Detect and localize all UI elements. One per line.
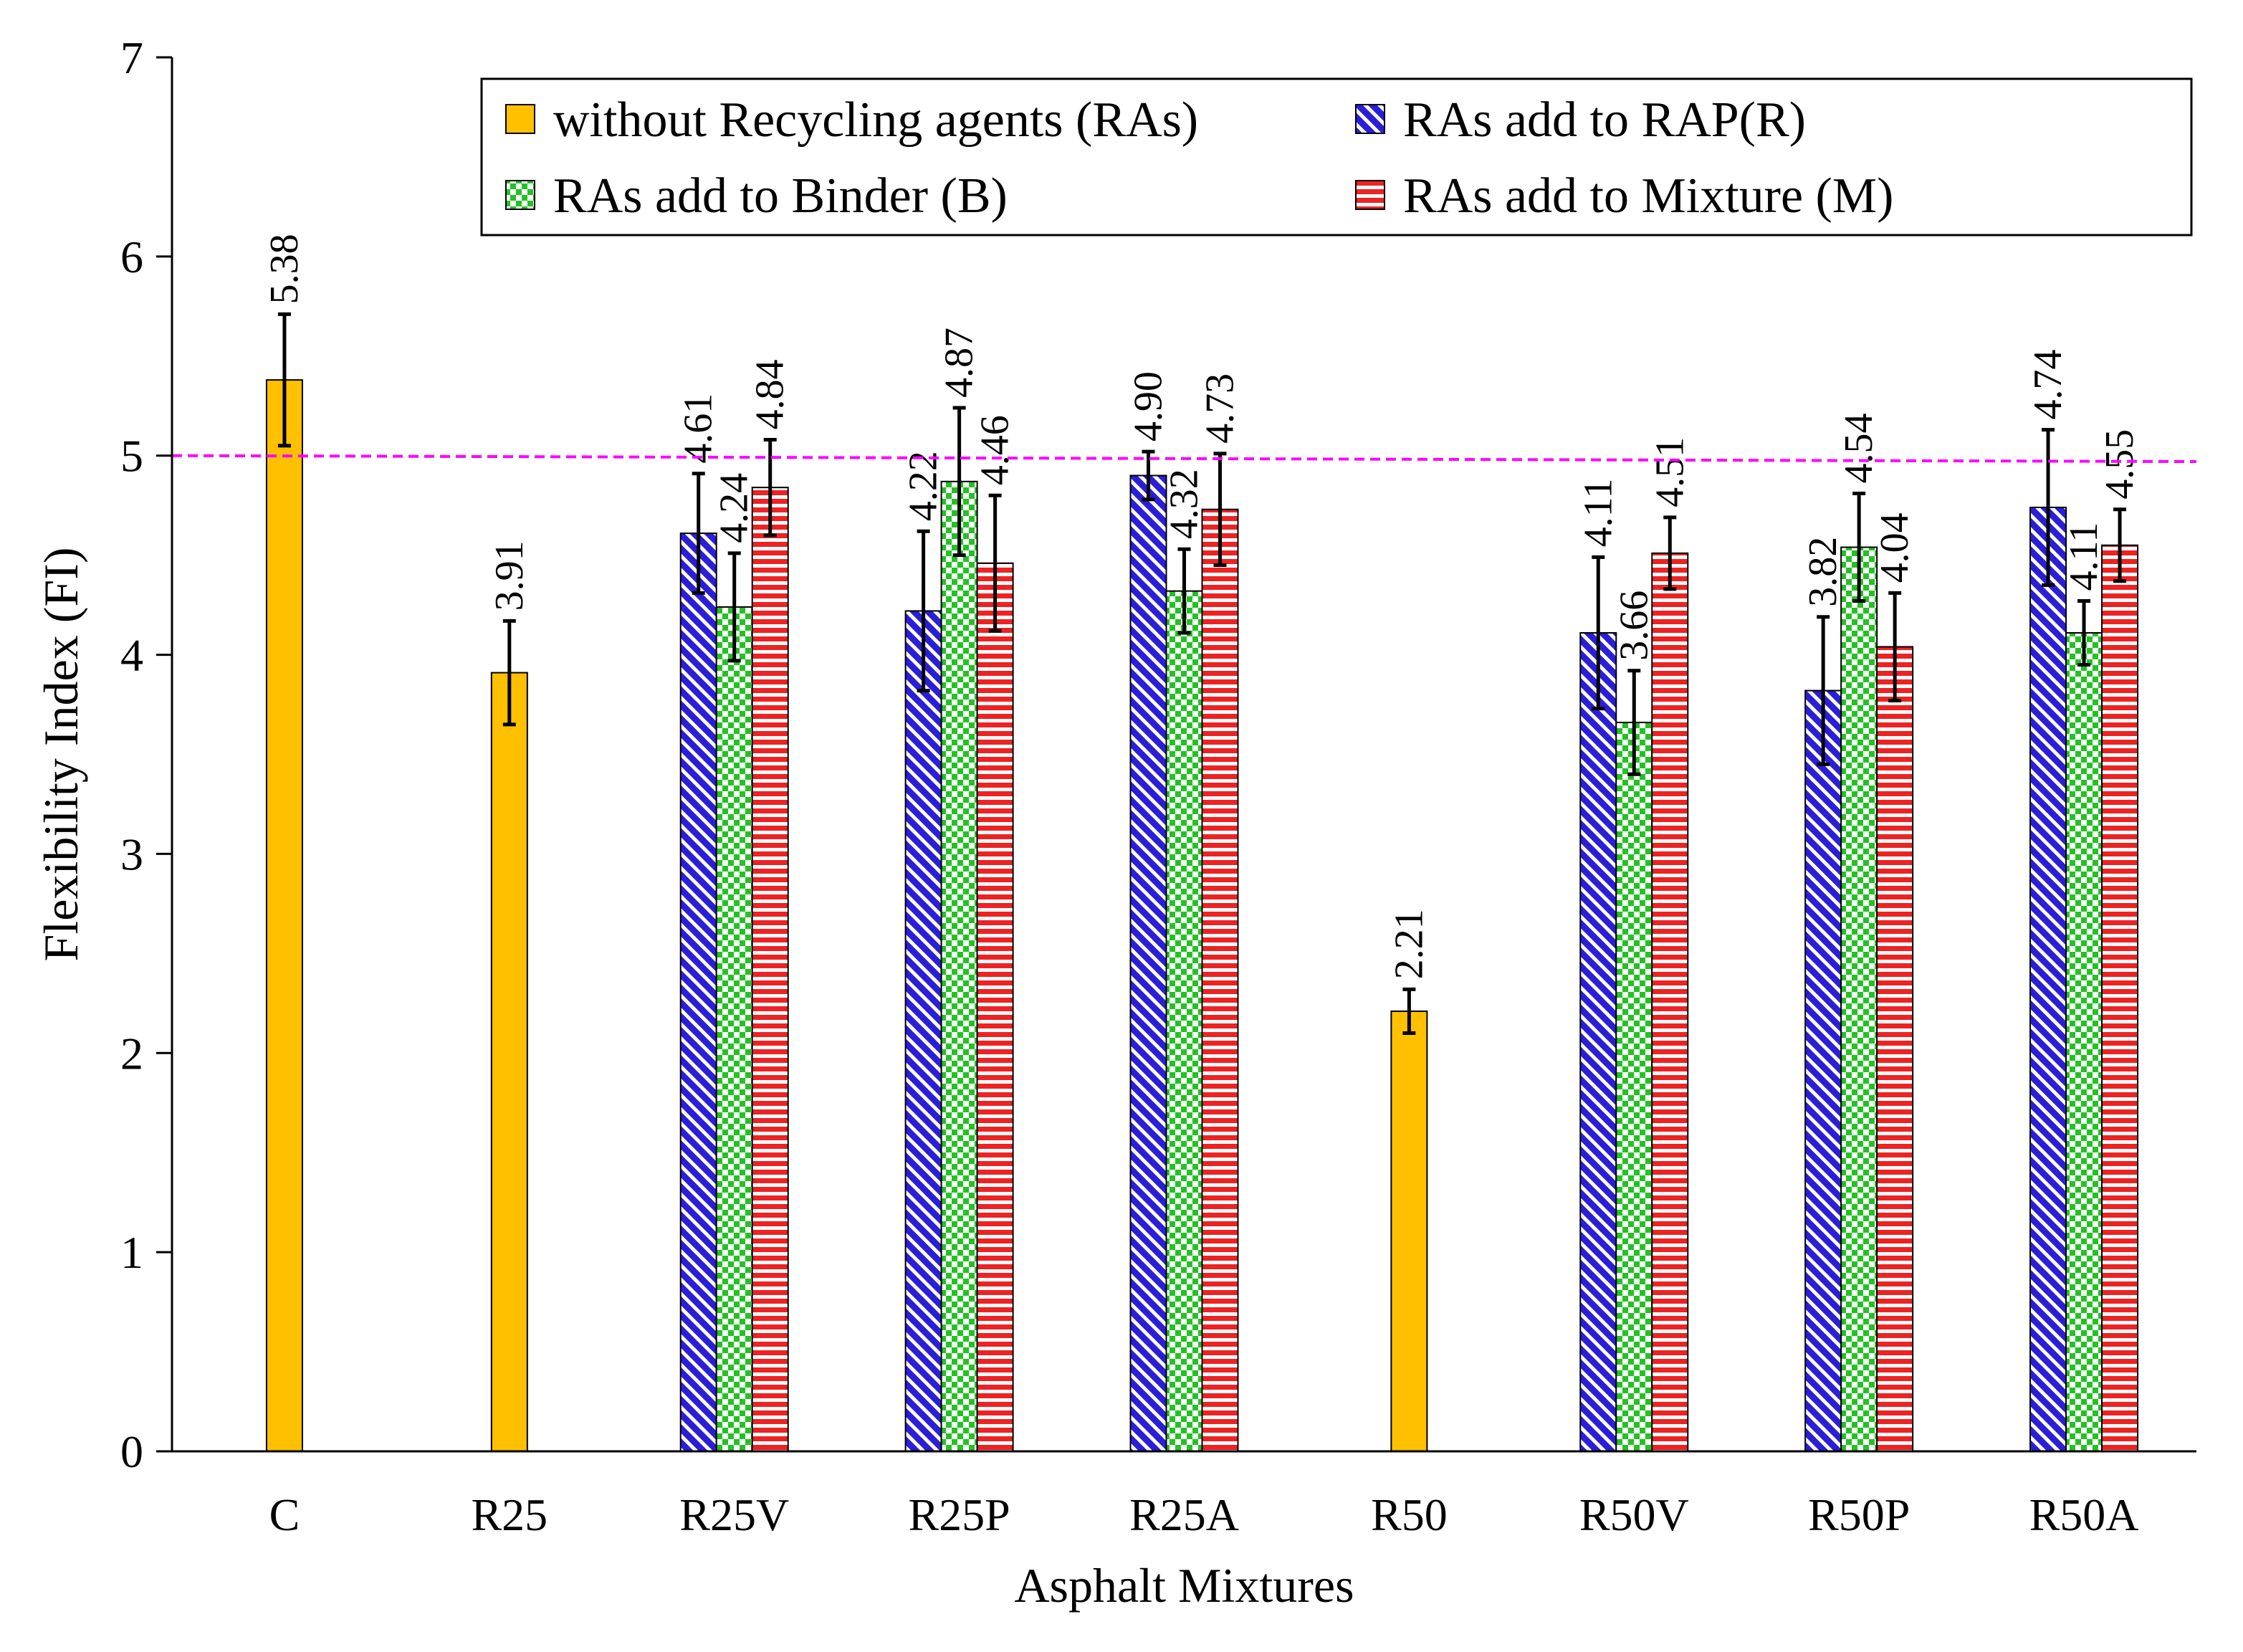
data-label: 4.61 [676, 393, 721, 464]
y-tick-label: 1 [120, 1227, 143, 1278]
x-tick-label: R50A [2029, 1489, 2139, 1540]
x-tick-label: R50P [1808, 1489, 1910, 1540]
bar-B-r25p [940, 480, 978, 1452]
legend-label-M: RAs add to Mixture (M) [1403, 168, 1893, 224]
bar-R-r25p [904, 610, 942, 1452]
bar-M-r25p [976, 562, 1014, 1452]
data-label: 4.11 [2062, 522, 2106, 591]
bar-R-r50p [1804, 689, 1842, 1452]
bar-M-r50a [2101, 544, 2139, 1452]
data-label: 4.24 [712, 473, 757, 543]
bar-M-r50p [1876, 646, 1914, 1452]
data-label: 4.74 [2026, 350, 2070, 420]
bar-M-r25v [751, 487, 789, 1453]
x-tick-label: R50 [1371, 1489, 1448, 1540]
x-tick-label: R25 [471, 1489, 547, 1540]
data-label: 4.73 [1198, 373, 1243, 444]
x-axis-title: Asphalt Mixtures [1014, 1558, 1354, 1613]
bar-none-r50 [1390, 1010, 1428, 1452]
bar-none-c [265, 379, 303, 1453]
bar-B-r25v [715, 606, 753, 1452]
legend-swatch-B [505, 180, 535, 210]
data-label: 4.54 [1837, 414, 1881, 484]
bar-M-r50v [1651, 552, 1689, 1452]
data-label: 5.38 [262, 234, 307, 304]
bar-B-r25a [1165, 590, 1203, 1453]
bar-R-r25v [679, 533, 717, 1452]
legend-label-B: RAs add to Binder (B) [553, 168, 1008, 224]
legend-label-R: RAs add to RAP(R) [1403, 92, 1806, 148]
x-tick-label: R25V [679, 1489, 789, 1540]
legend: without Recycling agents (RAs) RAs add to… [480, 77, 2193, 237]
data-label: 4.55 [2098, 429, 2142, 500]
x-tick-label: R50V [1579, 1489, 1689, 1540]
data-label: 4.11 [1576, 478, 1620, 547]
y-tick-label: 3 [120, 829, 143, 879]
data-label: 4.84 [748, 359, 793, 429]
y-tick-label: 5 [120, 431, 143, 482]
data-label: 3.91 [487, 540, 532, 611]
data-label: 4.51 [1647, 437, 1692, 507]
data-label: 4.04 [1873, 512, 1917, 583]
data-label: 4.87 [937, 328, 982, 398]
y-tick-label: 7 [120, 32, 143, 83]
legend-box [480, 77, 2193, 237]
data-label: 4.90 [1127, 371, 1171, 441]
x-tick-label: R25A [1129, 1489, 1239, 1540]
bar-B-r50v [1615, 722, 1653, 1452]
legend-swatch-R [1355, 104, 1385, 134]
data-label: 4.32 [1162, 469, 1207, 539]
y-tick-label: 4 [120, 630, 143, 681]
y-tick-label: 6 [120, 231, 143, 282]
bar-R-r50v [1579, 632, 1617, 1452]
bar-M-r25a [1201, 508, 1239, 1452]
legend-label-none: without Recycling agents (RAs) [553, 92, 1198, 148]
y-axis-title: Flexibility Index (FI) [34, 548, 88, 962]
data-label: 4.46 [973, 415, 1018, 485]
bar-R-r25a [1129, 474, 1167, 1452]
bar-none-r25 [490, 672, 528, 1452]
y-tick-label: 2 [120, 1028, 143, 1079]
bar-B-r50p [1840, 546, 1878, 1452]
bar-R-r50a [2029, 506, 2067, 1452]
bar-B-r50a [2065, 632, 2103, 1452]
x-tick-label: R25P [908, 1489, 1010, 1540]
reference-line [171, 454, 2197, 464]
legend-swatch-none [505, 104, 535, 134]
data-label: 4.22 [901, 451, 946, 521]
data-label: 2.21 [1387, 909, 1431, 979]
legend-swatch-M [1355, 180, 1385, 210]
data-label: 3.82 [1801, 537, 1845, 607]
data-label: 3.66 [1612, 591, 1656, 661]
x-tick-label: C [269, 1489, 300, 1540]
y-tick-label: 0 [120, 1426, 143, 1477]
